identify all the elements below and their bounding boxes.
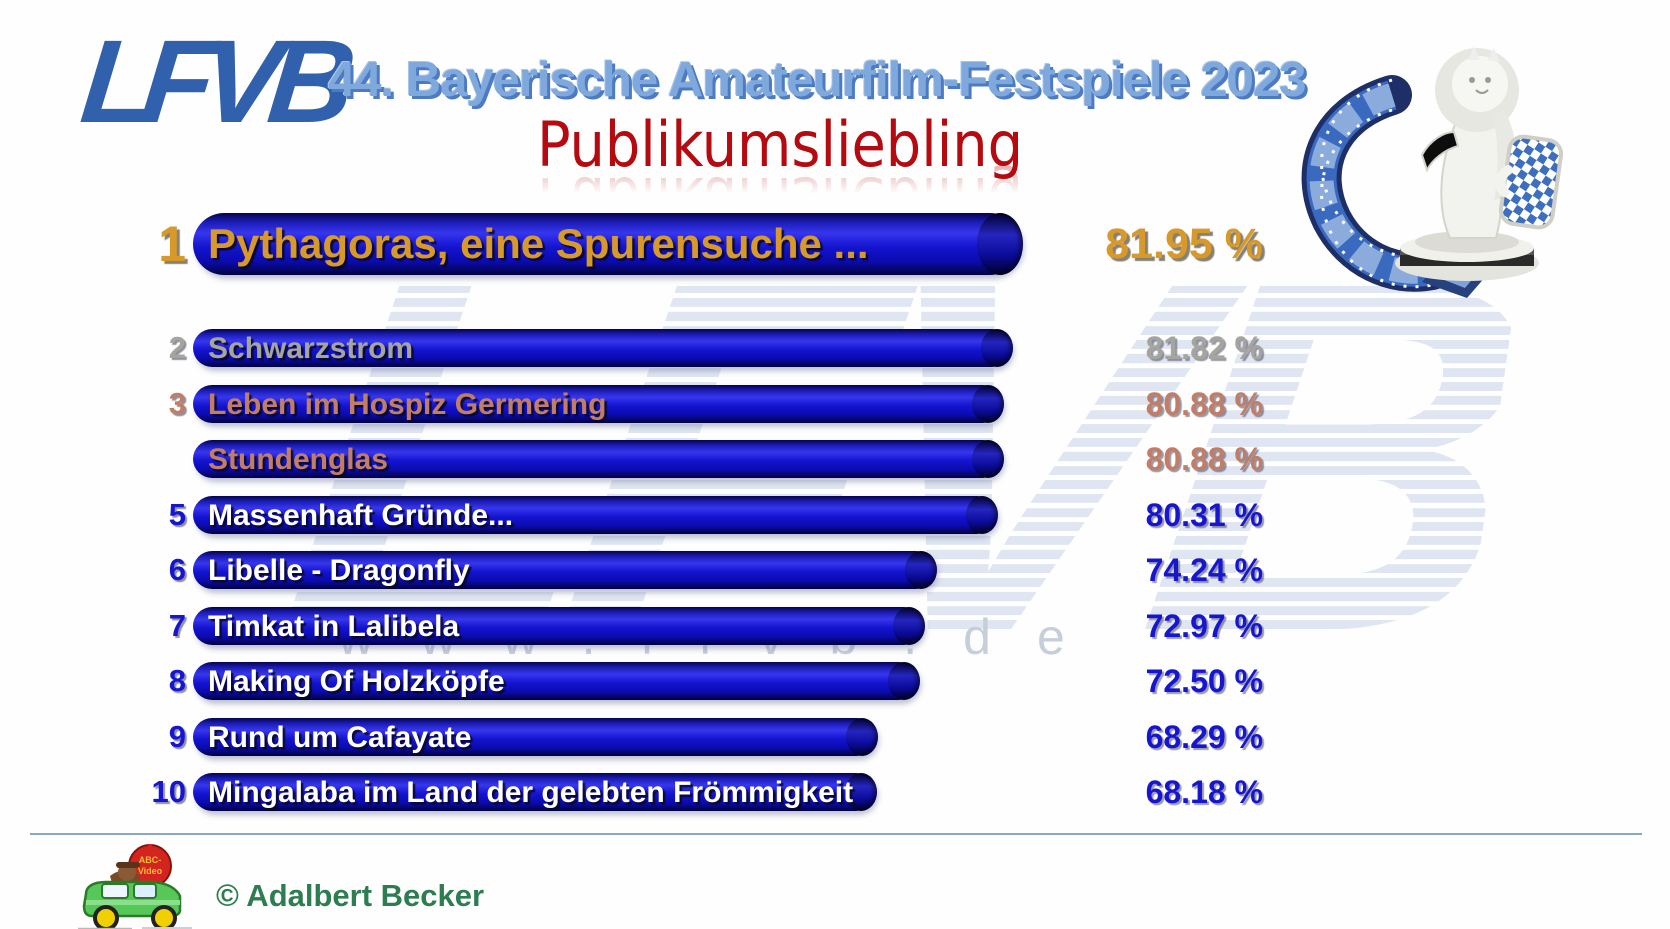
ranking-row: 7 Timkat in Lalibela 72.97 % — [0, 606, 1670, 645]
result-bar: Pythagoras, eine Spurensuche ... — [193, 213, 1023, 275]
result-bar: Stundenglas — [193, 440, 1004, 478]
balloon-text-line2: Video — [138, 866, 163, 876]
percent-value: 81.82 % — [1145, 330, 1263, 366]
footer-divider — [30, 833, 1642, 835]
result-bar: Libelle - Dragonfly — [193, 551, 937, 589]
film-title: Libelle - Dragonfly — [208, 554, 470, 587]
category-title: Publikumsliebling — [536, 108, 1023, 181]
bar-end-cap — [893, 606, 925, 645]
ranking-row: 8 Making Of Holzköpfe 72.50 % — [0, 662, 1670, 700]
film-title: Rund um Cafayate — [208, 720, 472, 754]
ranking-row: 6 Libelle - Dragonfly 74.24 % — [0, 551, 1670, 589]
film-title: Pythagoras, eine Spurensuche ... — [208, 220, 869, 267]
abc-video-car-logo: ABC- Video — [78, 844, 192, 929]
percent-value: 72.50 % — [1145, 663, 1263, 699]
car-wheel — [93, 905, 119, 929]
film-title: Stundenglas — [208, 443, 389, 476]
film-title: Leben im Hospiz Germering — [208, 387, 607, 421]
bar-end-cap — [977, 213, 1023, 275]
result-bar: Mingalaba im Land der gelebten Frömmigke… — [193, 773, 877, 811]
ranking-row: Stundenglas 80.88 % — [0, 440, 1670, 478]
bar-end-cap — [888, 662, 920, 700]
lion-filmstrip-logo — [1301, 46, 1564, 298]
copyright-text: © Adalbert Becker — [216, 878, 485, 913]
rank-number: 6 — [168, 552, 186, 587]
bar-end-cap — [981, 329, 1013, 367]
festival-title: 44. Bayerische Amateurfilm-Festspiele 20… — [328, 53, 1307, 107]
percent-value: 68.29 % — [1145, 718, 1263, 755]
result-bar: Leben im Hospiz Germering — [193, 384, 1004, 423]
rank-number: 3 — [168, 385, 186, 421]
rank-number: 8 — [168, 663, 186, 698]
ranking-row: 10 Mingalaba im Land der gelebten Frömmig… — [0, 773, 1670, 811]
lion-statue — [1395, 46, 1564, 281]
result-bar: Making Of Holzköpfe — [193, 662, 920, 700]
percent-value: 81.95 % — [1105, 220, 1263, 268]
bar-end-cap — [966, 495, 998, 534]
film-title: Mingalaba im Land der gelebten Frömmigke… — [208, 776, 854, 809]
result-bar: Schwarzstrom — [193, 329, 1013, 367]
result-bar: Timkat in Lalibela — [193, 606, 925, 645]
rank-number: 7 — [168, 607, 186, 643]
film-title: Making Of Holzköpfe — [208, 665, 505, 698]
ranking-row: 1 Pythagoras, eine Spurensuche ... 81.95 % — [0, 213, 1670, 275]
rank-number: 10 — [151, 774, 186, 809]
result-bar: Rund um Cafayate — [193, 717, 878, 756]
film-title: Massenhaft Gründe... — [208, 498, 514, 532]
rank-number: 2 — [168, 330, 186, 365]
ranking-row: 3 Leben im Hospiz Germering 80.88 % — [0, 384, 1670, 423]
percent-value: 80.31 % — [1145, 496, 1263, 533]
percent-value: 72.97 % — [1145, 607, 1263, 644]
film-title: Schwarzstrom — [208, 332, 414, 365]
ranking-row: 5 Massenhaft Gründe... 80.31 % — [0, 495, 1670, 534]
bar-end-cap — [905, 551, 937, 589]
rank-number: 1 — [158, 216, 186, 272]
ranking-row: 9 Rund um Cafayate 68.29 % — [0, 717, 1670, 756]
percent-value: 74.24 % — [1145, 552, 1263, 588]
film-title: Timkat in Lalibela — [208, 609, 460, 643]
bar-end-cap — [972, 384, 1004, 423]
bar-end-cap — [972, 440, 1004, 478]
rank-number: 9 — [168, 718, 186, 754]
rank-number: 5 — [168, 496, 186, 532]
percent-value: 80.88 % — [1145, 385, 1263, 422]
result-bar: Massenhaft Gründe... — [193, 495, 998, 534]
percent-value: 80.88 % — [1145, 441, 1263, 477]
ranking-row: 2 Schwarzstrom 81.82 % — [0, 329, 1670, 367]
car-wheel — [151, 905, 177, 929]
bar-end-cap — [846, 717, 878, 756]
bar-end-cap — [845, 773, 877, 811]
percent-value: 68.18 % — [1145, 774, 1263, 810]
rank-number — [0, 440, 186, 478]
balloon-text-line1: ABC- — [139, 855, 162, 865]
